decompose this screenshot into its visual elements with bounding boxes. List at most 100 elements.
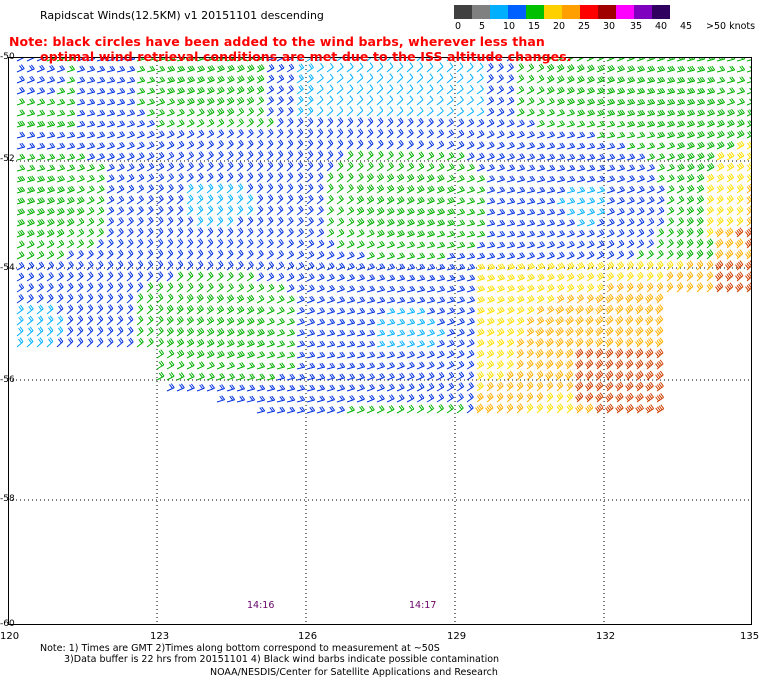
wind-barb-flag [746, 153, 751, 159]
wind-barb-flag [649, 66, 654, 71]
wind-barb [406, 166, 415, 172]
wind-barb-flag [439, 242, 444, 247]
wind-barb-flag [439, 219, 444, 225]
wind-barb-flag [727, 250, 732, 256]
wind-barb-flag [47, 220, 52, 225]
wind-barb-flag [489, 264, 494, 269]
wind-barb-flag [608, 251, 613, 257]
wind-barb [146, 155, 155, 161]
wind-barb [696, 91, 705, 95]
wind-barb-flag [239, 238, 244, 244]
wind-barb [376, 110, 384, 117]
wind-barb-flag [130, 216, 134, 222]
wind-barb [336, 221, 345, 227]
wind-barb-flag [69, 186, 73, 192]
wind-barb-flag [398, 163, 403, 169]
wind-barb-flag [178, 152, 183, 158]
wind-barb-flag [427, 209, 432, 214]
wind-barb-flag [470, 152, 475, 157]
wind-barb [746, 91, 752, 95]
wind-barb-flag [709, 98, 714, 104]
wind-barb-flag [640, 239, 645, 244]
wind-barb-flag [716, 175, 721, 181]
wind-barb-flag [399, 106, 404, 111]
wind-barb-flag [148, 163, 153, 169]
wind-barb-flag [607, 77, 612, 83]
wind-barb-flag [551, 175, 556, 181]
wind-barb [306, 99, 314, 106]
wind-barb-flag [631, 185, 635, 191]
wind-barb-flag [511, 274, 515, 279]
wind-barb [376, 66, 384, 73]
wind-barb-flag [681, 87, 686, 93]
wind-barb [486, 179, 495, 183]
wind-barb-flag [530, 108, 535, 114]
wind-barb-flag [290, 74, 295, 79]
wind-barb [196, 187, 204, 194]
wind-barb [506, 123, 515, 128]
wind-barb-flag [240, 64, 245, 70]
wind-barb [256, 89, 265, 95]
wind-barb [566, 79, 575, 84]
wind-barb [206, 275, 214, 282]
wind-barb [226, 275, 234, 282]
wind-barb-flag [331, 273, 335, 279]
wind-barb-flag [480, 84, 484, 90]
wind-barb-flag [509, 153, 514, 159]
wind-barb-flag [569, 187, 574, 192]
wind-barb-flag [420, 140, 424, 145]
wind-barb [586, 211, 595, 216]
wind-barb-flag [637, 110, 642, 116]
wind-barb-flag [601, 153, 606, 159]
wind-barb-flag [21, 98, 25, 103]
wind-barb-flag [491, 274, 496, 279]
wind-barb-flag [219, 227, 224, 232]
wind-barb-flag [259, 238, 264, 244]
wind-barb-flag [698, 228, 703, 234]
wind-barb [596, 179, 605, 183]
wind-barb [366, 57, 373, 62]
wind-barb-flag [169, 120, 173, 125]
wind-barb-flag [99, 131, 104, 137]
wind-barb-flag [401, 229, 405, 235]
wind-barb-flag [378, 152, 383, 157]
wind-barb-flag [649, 88, 654, 93]
wind-barb-flag [121, 152, 125, 158]
wind-barb-flag [159, 238, 164, 243]
wind-barb [86, 58, 95, 62]
wind-barb-flag [198, 184, 203, 190]
wind-barb-flag [61, 185, 65, 191]
wind-barb-flag [248, 162, 252, 168]
wind-barb-flag [230, 86, 235, 91]
wind-barb [286, 243, 294, 249]
wind-barb-flag [388, 174, 393, 180]
wind-barb [646, 221, 655, 227]
wind-barb [506, 156, 515, 161]
wind-barb-flag [218, 228, 222, 234]
wind-barb-flag [438, 119, 443, 124]
wind-barb-flag [90, 228, 95, 233]
wind-barb-flag [277, 173, 282, 179]
wind-barb-flag [298, 64, 303, 70]
wind-barb-flag [481, 197, 486, 203]
wind-barb-flag [460, 152, 465, 157]
wind-barb [566, 212, 575, 216]
wind-barb-flag [61, 153, 66, 159]
wind-barb [516, 256, 525, 260]
wind-barb-flag [289, 150, 294, 155]
wind-barb-flag [139, 77, 144, 82]
wind-barb [246, 209, 254, 216]
wind-barb [456, 223, 465, 227]
wind-barb-flag [569, 120, 574, 126]
wind-barb-flag [421, 219, 425, 224]
wind-barb-flag [118, 207, 123, 213]
wind-barb [296, 198, 304, 205]
wind-barb-flag [258, 86, 263, 92]
wind-barb [186, 165, 194, 172]
wind-barb [666, 199, 675, 205]
wind-barb [326, 77, 334, 84]
wind-barb-flag [677, 165, 682, 170]
wind-barb-flag [177, 250, 182, 256]
wind-barb [316, 143, 324, 150]
wind-barb-flag [708, 174, 713, 180]
